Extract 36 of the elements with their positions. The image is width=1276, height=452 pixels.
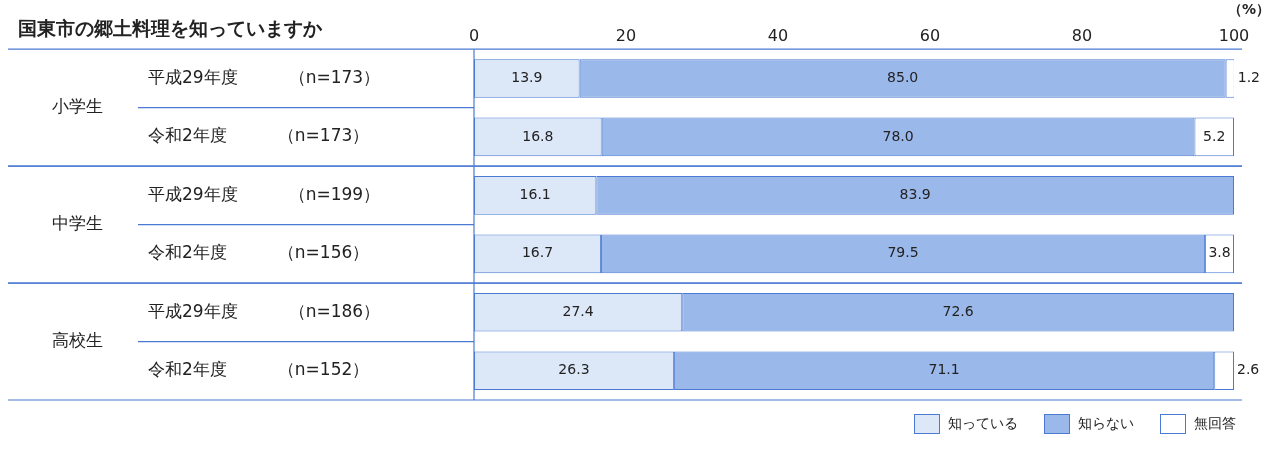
data-label: 27.4 bbox=[562, 302, 594, 319]
data-label: 3.8 bbox=[1208, 244, 1231, 261]
x-tick-label: 100 bbox=[1218, 25, 1250, 45]
x-tick-label: 60 bbox=[919, 25, 941, 45]
y-tick-label: 平成29年度 （n=173） bbox=[148, 66, 381, 87]
series-label: 知らない bbox=[1078, 415, 1134, 433]
text: 小学生 bbox=[52, 96, 103, 117]
data-label: 16.1 bbox=[519, 186, 551, 203]
x-tick-label: 20 bbox=[615, 25, 637, 45]
data-label: 13.9 bbox=[511, 69, 543, 86]
text: 中学生 bbox=[52, 213, 103, 234]
x-tick-label: 80 bbox=[1071, 25, 1093, 45]
x-tick-label: 0 bbox=[468, 25, 480, 45]
y-tick-label: 平成29年度 （n=186） bbox=[148, 300, 381, 321]
y-tick-label: 令和2年度 （n=156） bbox=[148, 242, 370, 263]
data-label: 79.5 bbox=[887, 244, 919, 261]
data-label: 5.2 bbox=[1203, 127, 1226, 144]
data-label: 72.6 bbox=[942, 302, 974, 319]
y-tick-label: 令和2年度 （n=173） bbox=[148, 125, 370, 146]
data-label: 2.6 bbox=[1237, 361, 1260, 378]
data-label: 1.2 bbox=[1237, 69, 1261, 86]
data-label: 16.8 bbox=[522, 127, 554, 144]
data-label: 26.3 bbox=[558, 361, 590, 378]
y-tick-label: 令和2年度 （n=152） bbox=[148, 359, 370, 380]
legend-label: 無回答 bbox=[1194, 415, 1236, 433]
data-label: 78.0 bbox=[882, 127, 914, 144]
y-tick-label: 平成29年度 （n=199） bbox=[148, 183, 381, 204]
data-label: 16.7 bbox=[521, 244, 554, 261]
data-label: 83.9 bbox=[899, 186, 931, 203]
x-tick-label: 40 bbox=[767, 25, 789, 45]
text: 国東市の郷土料理を知っていますか bbox=[18, 16, 323, 39]
text: 高校生 bbox=[52, 329, 103, 350]
data-label: 71.1 bbox=[928, 361, 960, 378]
data-label: 85.0 bbox=[887, 69, 919, 86]
x-axis-title: （%） bbox=[1227, 0, 1270, 17]
legend-label: 知っている bbox=[948, 415, 1018, 433]
